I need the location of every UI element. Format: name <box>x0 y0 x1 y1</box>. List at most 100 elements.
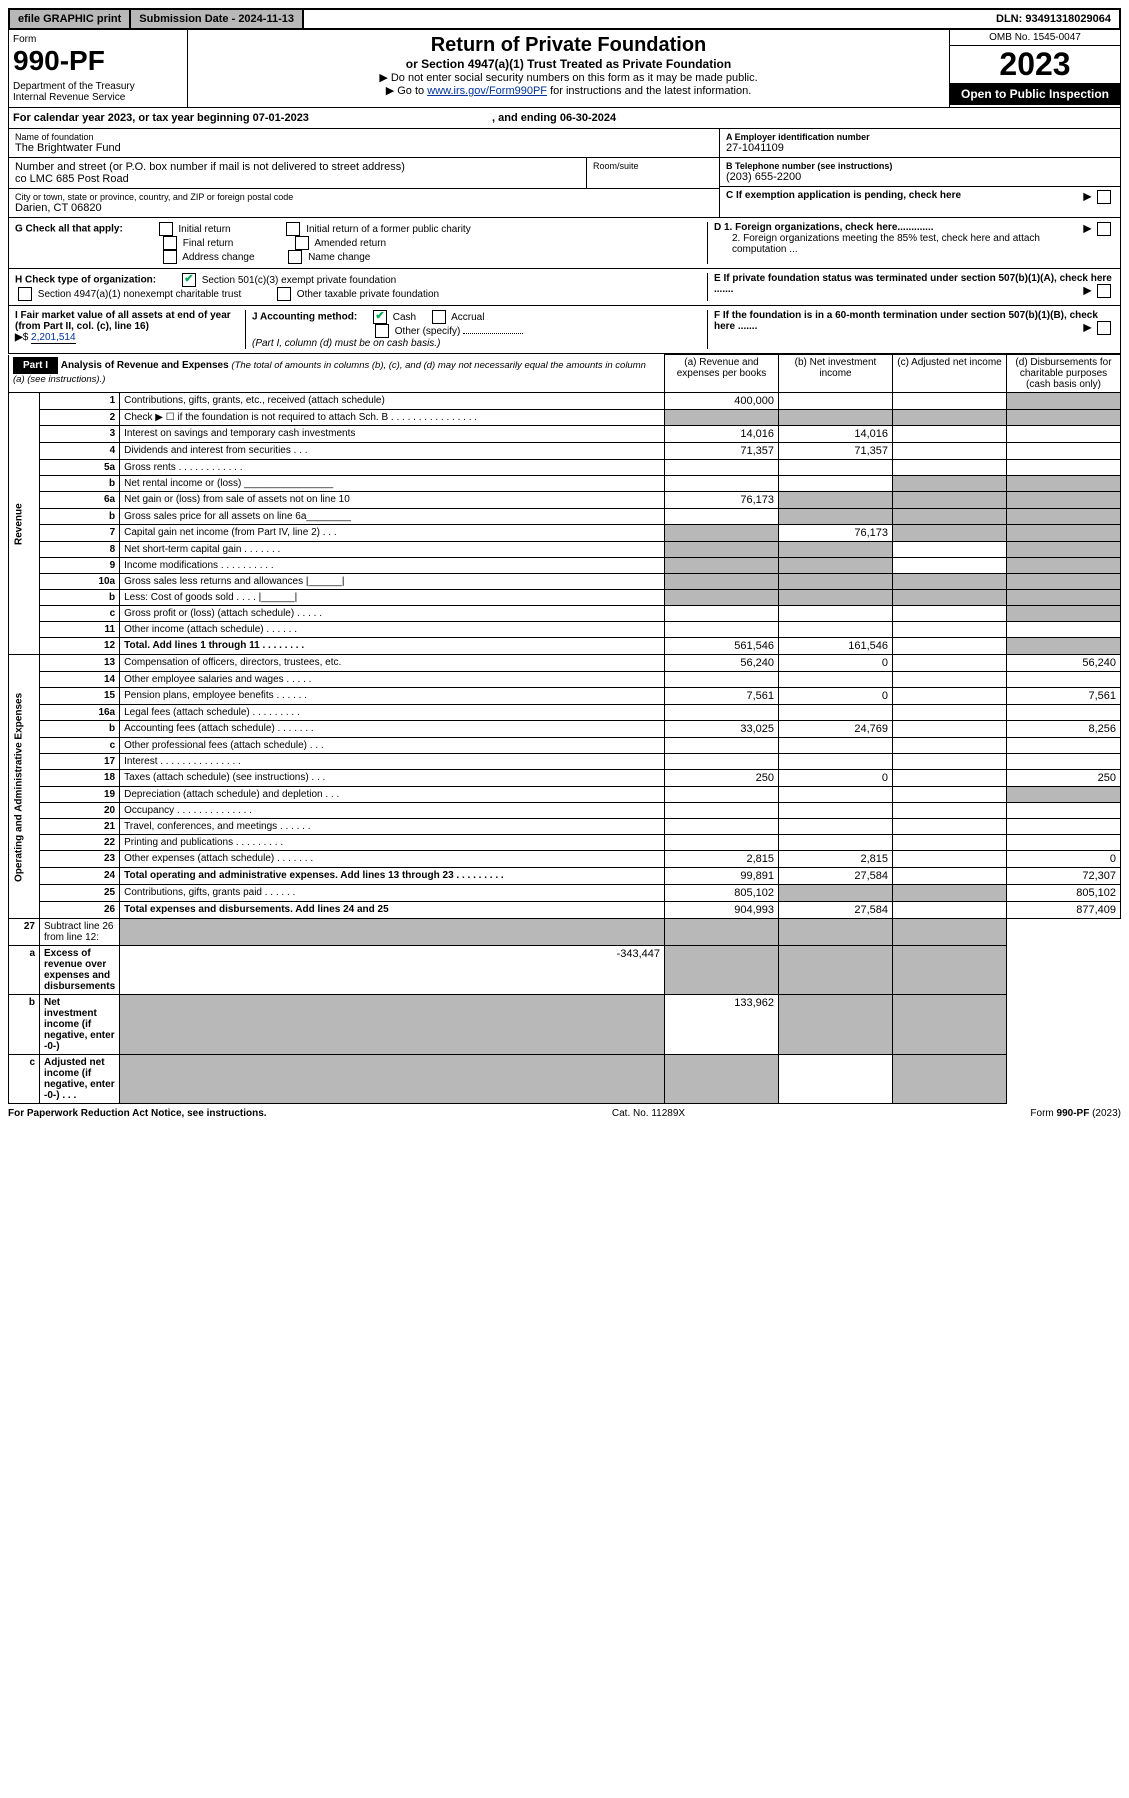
line-label: Interest . . . . . . . . . . . . . . . <box>120 754 665 770</box>
amount-cell <box>893 574 1007 590</box>
amount-cell <box>779 476 893 492</box>
amount-cell <box>779 1055 893 1104</box>
omb-number: OMB No. 1545-0047 <box>950 30 1120 46</box>
amount-cell: 0 <box>779 688 893 705</box>
checkbox-4947[interactable] <box>18 287 32 301</box>
address: co LMC 685 Post Road <box>15 173 580 185</box>
amount-cell: 805,102 <box>1007 885 1121 902</box>
amount-cell <box>665 705 779 721</box>
checkbox-amended[interactable] <box>295 236 309 250</box>
line-label: Total expenses and disbursements. Add li… <box>120 902 665 919</box>
room-suite-label: Room/suite <box>587 158 719 188</box>
amount-cell <box>665 672 779 688</box>
amount-cell: 71,357 <box>779 443 893 460</box>
line-label: Taxes (attach schedule) (see instruction… <box>120 770 665 787</box>
amount-cell <box>893 542 1007 558</box>
amount-cell: 56,240 <box>665 655 779 672</box>
phone-label: B Telephone number (see instructions) <box>726 161 1114 171</box>
footer-right: Form 990-PF (2023) <box>1030 1108 1121 1119</box>
dln: DLN: 93491318029064 <box>988 10 1119 28</box>
amount-cell <box>779 509 893 525</box>
check-g-d-row: G Check all that apply: Initial return I… <box>8 218 1121 269</box>
amount-cell <box>779 410 893 426</box>
name-label: Name of foundation <box>15 132 713 142</box>
line-number: 6a <box>40 492 120 509</box>
checkbox-final-return[interactable] <box>163 236 177 250</box>
line-label: Gross rents . . . . . . . . . . . . <box>120 460 665 476</box>
checkbox-initial-return[interactable] <box>159 222 173 236</box>
line-number: 3 <box>40 426 120 443</box>
amount-cell <box>893 705 1007 721</box>
amount-cell: 0 <box>779 770 893 787</box>
checkbox-c[interactable] <box>1097 190 1111 204</box>
amount-cell <box>893 410 1007 426</box>
line-number: 18 <box>40 770 120 787</box>
year-begin: 07-01-2023 <box>253 112 309 124</box>
foundation-name: The Brightwater Fund <box>15 142 713 154</box>
page-footer: For Paperwork Reduction Act Notice, see … <box>8 1104 1121 1123</box>
amount-cell <box>1007 410 1121 426</box>
address-label: Number and street (or P.O. box number if… <box>15 161 580 173</box>
line-number: 27 <box>9 919 40 946</box>
amount-cell <box>1007 460 1121 476</box>
amount-cell <box>893 622 1007 638</box>
amount-cell <box>779 754 893 770</box>
amount-cell <box>779 606 893 622</box>
amount-cell <box>779 672 893 688</box>
line-number: 10a <box>40 574 120 590</box>
amount-cell: 76,173 <box>779 525 893 542</box>
amount-cell <box>1007 803 1121 819</box>
amount-cell <box>893 672 1007 688</box>
amount-cell <box>1007 787 1121 803</box>
line-label: Adjusted net income (if negative, enter … <box>40 1055 120 1104</box>
checkbox-address-change[interactable] <box>163 250 177 264</box>
i-label: I Fair market value of all assets at end… <box>15 310 231 332</box>
amount-cell <box>1007 590 1121 606</box>
amount-cell: 56,240 <box>1007 655 1121 672</box>
line-label: Legal fees (attach schedule) . . . . . .… <box>120 705 665 721</box>
checkbox-e[interactable] <box>1097 284 1111 298</box>
amount-cell <box>893 995 1007 1055</box>
amount-cell: 0 <box>1007 851 1121 868</box>
amount-cell <box>665 754 779 770</box>
line-number: 5a <box>40 460 120 476</box>
phone: (203) 655-2200 <box>726 171 1114 183</box>
checkbox-f[interactable] <box>1097 321 1111 335</box>
checkbox-initial-public[interactable] <box>286 222 300 236</box>
line-label: Capital gain net income (from Part IV, l… <box>120 525 665 542</box>
checkbox-cash[interactable]: ✔ <box>373 310 387 324</box>
amount-cell <box>1007 558 1121 574</box>
year-end: 06-30-2024 <box>560 112 616 124</box>
checkbox-501c3[interactable]: ✔ <box>182 273 196 287</box>
checkbox-other-method[interactable] <box>375 324 389 338</box>
amount-cell <box>779 460 893 476</box>
col-a-header: (a) Revenue and expenses per books <box>665 355 779 393</box>
part1-label: Part I <box>13 357 58 374</box>
amount-cell <box>665 919 779 946</box>
amount-cell <box>893 590 1007 606</box>
checkbox-name-change[interactable] <box>288 250 302 264</box>
j-label: J Accounting method: <box>252 312 357 323</box>
amount-cell <box>665 803 779 819</box>
foundation-info: Name of foundation The Brightwater Fund … <box>8 129 1121 218</box>
checkbox-other-taxable[interactable] <box>277 287 291 301</box>
amount-cell: 2,815 <box>665 851 779 868</box>
line-number: 25 <box>40 885 120 902</box>
line-number: 7 <box>40 525 120 542</box>
line-number: 4 <box>40 443 120 460</box>
line-label: Pension plans, employee benefits . . . .… <box>120 688 665 705</box>
amount-cell <box>779 542 893 558</box>
line-number: 8 <box>40 542 120 558</box>
amount-cell <box>665 835 779 851</box>
amount-cell <box>779 590 893 606</box>
exemption-c: C If exemption application is pending, c… <box>720 187 1120 204</box>
amount-cell <box>665 590 779 606</box>
amount-cell <box>893 393 1007 410</box>
line-number: c <box>40 738 120 754</box>
checkbox-accrual[interactable] <box>432 310 446 324</box>
form-header: Form 990-PF Department of the Treasury I… <box>8 30 1121 108</box>
fmv-value: 2,201,514 <box>31 332 76 344</box>
irs-link[interactable]: www.irs.gov/Form990PF <box>427 85 547 97</box>
line-label: Printing and publications . . . . . . . … <box>120 835 665 851</box>
amount-cell <box>893 606 1007 622</box>
